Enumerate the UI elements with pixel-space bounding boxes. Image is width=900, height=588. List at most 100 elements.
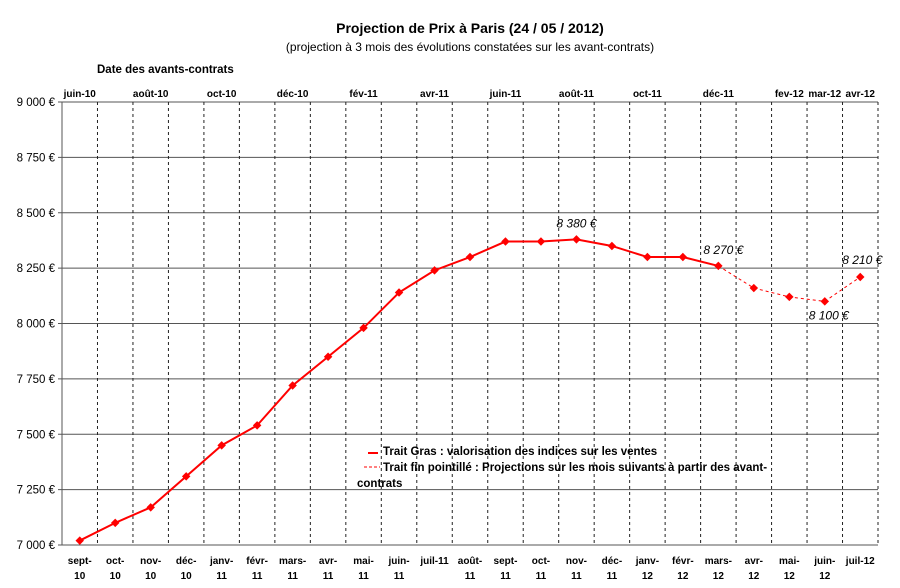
top-axis-label: oct-11 [633, 89, 662, 100]
x-tick-label: mai- [353, 556, 374, 567]
top-axis-label: avr-12 [846, 89, 876, 100]
legend-entry-dashed: Trait fin pointillé : Projections sur le… [383, 462, 767, 474]
y-tick-label: 7 000 € [17, 540, 56, 552]
x-tick-label-line2: 10 [145, 571, 157, 582]
data-point [359, 323, 368, 333]
y-tick-label: 8 250 € [17, 263, 56, 275]
top-axis-label: mar-12 [808, 89, 841, 100]
x-tick-label: juil-11 [419, 556, 449, 567]
data-point [572, 235, 581, 244]
data-point [394, 288, 404, 297]
data-point [536, 237, 546, 246]
x-tick-label: juin- [813, 556, 835, 567]
x-tick-label: sept- [494, 556, 518, 567]
data-label: 8 270 € [703, 243, 744, 257]
x-tick-label-line2: 11 [394, 571, 405, 582]
y-tick-label: 8 500 € [17, 208, 56, 220]
y-tick-label: 7 750 € [17, 374, 56, 386]
x-tick-label-line2: 10 [110, 571, 122, 582]
x-tick-label: juin- [387, 556, 409, 567]
x-tick-label: janv- [209, 556, 233, 567]
top-axis-label: août-11 [559, 89, 594, 100]
top-axis-label: juin-11 [489, 89, 522, 100]
x-tick-label: avr- [319, 556, 337, 567]
x-tick-label-line2: 11 [571, 571, 582, 582]
data-point [607, 241, 617, 251]
top-axis-label: oct-10 [207, 89, 237, 100]
x-tick-label-line2: 10 [74, 571, 86, 582]
x-tick-label-line2: 10 [181, 571, 193, 582]
data-label: 8 100 € [809, 308, 850, 322]
top-axis-label: avr-11 [420, 89, 449, 100]
x-tick-label: déc- [602, 556, 623, 567]
data-point [678, 252, 688, 262]
x-tick-label: nov- [140, 556, 161, 567]
x-tick-label-line2: 12 [819, 571, 831, 582]
legend-entry-solid: Trait Gras : valorisation des indices su… [383, 446, 657, 458]
x-tick-label-line2: 12 [677, 571, 689, 582]
data-point [288, 381, 297, 390]
y-tick-label: 8 750 € [17, 152, 56, 164]
x-tick-label-line2: 11 [607, 571, 618, 582]
y-tick-label: 7 500 € [17, 429, 56, 441]
chart-title: Projection de Prix à Paris (24 / 05 / 20… [336, 20, 604, 36]
data-label: 8 210 € [842, 253, 883, 267]
data-point [820, 297, 830, 306]
data-point [785, 292, 794, 302]
x-tick-label-line2: 11 [536, 571, 547, 582]
top-axis-label: déc-10 [277, 89, 309, 100]
x-tick-label-line2: 12 [748, 571, 760, 582]
data-point [252, 421, 262, 430]
data-point [501, 237, 510, 246]
x-tick-label: oct- [532, 556, 550, 567]
data-point [217, 441, 226, 450]
data-point [323, 352, 333, 361]
x-tick-label-line2: 11 [252, 571, 263, 582]
data-point [465, 252, 475, 262]
legend: Trait Gras : valorisation des indices su… [357, 446, 767, 490]
data-point [749, 283, 759, 293]
x-tick-label: août- [458, 556, 482, 567]
top-axis-label: fev-12 [775, 89, 804, 100]
top-axis-label: août-10 [133, 89, 169, 100]
data-point [643, 252, 652, 262]
x-tick-label: déc- [176, 556, 197, 567]
x-tick-label: févr- [246, 556, 268, 567]
x-tick-label-line2: 12 [713, 571, 725, 582]
top-axis-title: Date des avants-contrats [97, 64, 234, 76]
chart-subtitle: (projection à 3 mois des évolutions cons… [286, 40, 654, 54]
x-tick-label-line2: 11 [465, 571, 476, 582]
x-tick-label: janv- [635, 556, 659, 567]
x-tick-label: mai- [779, 556, 800, 567]
data-point [181, 472, 191, 481]
x-tick-label: mars- [279, 556, 306, 567]
data-point [430, 266, 439, 275]
data-point [75, 536, 84, 545]
x-tick-label-line2: 11 [216, 571, 227, 582]
x-tick-label: févr- [672, 556, 694, 567]
x-tick-label: mars- [705, 556, 732, 567]
y-tick-label: 7 250 € [17, 485, 56, 497]
y-tick-label: 8 000 € [17, 319, 56, 331]
top-axis-label: fév-11 [349, 89, 378, 100]
x-tick-label-line2: 12 [784, 571, 796, 582]
x-tick-label: oct- [106, 556, 124, 567]
top-axis-label: déc-11 [703, 89, 735, 100]
x-tick-label-line2: 11 [500, 571, 511, 582]
x-tick-label-line2: 11 [323, 571, 334, 582]
x-tick-label-line2: 12 [642, 571, 654, 582]
x-tick-label: avr- [745, 556, 763, 567]
x-tick-label: juil-12 [845, 556, 875, 567]
data-point [110, 518, 120, 528]
legend-entry-dashed-cont: contrats [357, 478, 402, 490]
series-line-actual [79, 238, 719, 542]
x-tick-label: sept- [68, 556, 92, 567]
data-point [856, 272, 865, 282]
top-axis-label: juin-10 [63, 89, 97, 100]
x-tick-label: nov- [566, 556, 587, 567]
data-point [146, 503, 155, 512]
data-label: 8 380 € [556, 216, 597, 230]
x-tick-label-line2: 11 [358, 571, 369, 582]
y-tick-label: 9 000 € [17, 97, 56, 109]
